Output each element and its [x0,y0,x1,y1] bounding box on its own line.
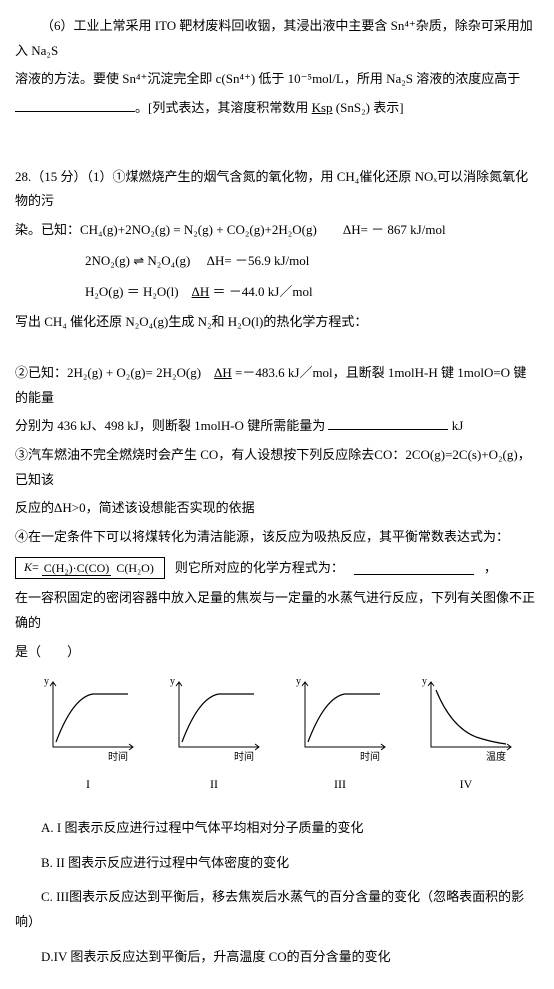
k-bot: C(H₂O) [114,561,156,575]
svg-text:y: y [170,676,175,687]
q28-p2d: 分别为 436 kJ、498 kJ，则断裂 1molH-O 键所需能量为 [15,418,325,433]
k-top: C(H₂)·C(CO) [42,561,112,576]
chart-1-label: I [38,773,138,796]
k-expression: K= C(H₂)·C(CO) C(H₂O) [15,557,165,578]
opt-d: D.IV 图表示反应达到平衡后，升高温度 CO的百分含量的变化 [15,945,539,970]
q28-line2: 染。已知：CH₄(g)+2NO₂(g) = N₂(g) + CO₂(g)+2H₂… [15,218,539,243]
chart-4-label: IV [416,773,516,796]
q28-p2-blank [328,416,448,430]
q28-eq3b: ΔH [192,284,210,299]
q6-tail1: 。[列式表达，其溶度积常数用 [135,100,312,115]
q28-eq3a: H₂O(g) ＝ H₂O(l) [85,284,192,299]
q6-line1: （6）工业上常采用 ITO 靶材废料回收铟，其浸出液中主要含 Sn⁴⁺杂质，除杂… [15,14,539,63]
svg-text:温度: 温度 [486,750,506,762]
q6-tail2: (SnS₂) 表示] [333,100,404,115]
q6-line3: 。[列式表达，其溶度积常数用 Ksp (SnS₂) 表示] [15,96,539,121]
chart-4: y 温度 IV [416,672,516,795]
svg-text:y: y [296,676,301,687]
opt-a: A. I 图表示反应进行过程中气体平均相对分子质量的变化 [15,816,539,841]
chart-3: y 时间 III [290,672,390,795]
opt-b: B. II 图表示反应进行过程中气体密度的变化 [15,851,539,876]
chart-2-label: II [164,773,264,796]
q28-eq3: H₂O(g) ＝ H₂O(l) ΔH ＝ －44.0 kJ／mol [85,280,539,305]
opt-c: C. III图表示反应达到平衡后，移去焦炭后水蒸气的百分含量的变化（忽略表面积的… [15,885,539,934]
options: A. I 图表示反应进行过程中气体平均相对分子质量的变化 B. II 图表示反应… [15,816,539,969]
q28-p4-blank [354,561,474,575]
charts-row: y 时间 I y 时间 II y 时间 III [15,672,539,795]
q6-blank [15,98,135,112]
svg-text:时间: 时间 [108,750,128,762]
q28-p4b: 则它所对应的化学方程式为： [175,556,344,581]
q28-kexpr-row: K= C(H₂)·C(CO) C(H₂O) 则它所对应的化学方程式为： ， [15,556,539,581]
q28-p2e: kJ [452,418,464,433]
q28-eq2: 2NO₂(g) ⇌ N₂O₄(g) ΔH= －56.9 kJ/mol [85,249,539,274]
q28-p2d-row: 分别为 436 kJ、498 kJ，则断裂 1molH-O 键所需能量为 kJ [15,414,539,439]
chart-2: y 时间 II [164,672,264,795]
q6-ksp: Ksp [312,100,333,115]
q28-eq3c: ＝ －44.0 kJ／mol [209,284,312,299]
q28-p2b: ΔH [214,365,232,380]
q28-p3b: 反应的ΔH>0，简述该设想能否实现的依据 [15,496,539,521]
q28-p3a: ③汽车燃油不完全燃烧时会产生 CO，有人设想按下列反应除去CO：2CO(g)=2… [15,443,539,492]
q28-head: 28.（15 分）（1）①煤燃烧产生的烟气含氮的氧化物，用 CH₄催化还原 NO… [15,165,539,214]
q28-p5b: 是（ ） [15,640,539,665]
q28-p2a: ②已知：2H₂(g) + O₂(g)= 2H₂O(g) [15,365,214,380]
q28-p2: ②已知：2H₂(g) + O₂(g)= 2H₂O(g) ΔH =－483.6 k… [15,361,539,410]
svg-text:y: y [44,676,49,687]
chart-3-label: III [290,773,390,796]
q28-line3: 写出 CH₄ 催化还原 N₂O₄(g)生成 N₂和 H₂O(l)的热化学方程式： [15,310,539,335]
q28-p4: ④在一定条件下可以将煤转化为清洁能源，该反应为吸热反应，其平衡常数表达式为： [15,525,539,550]
chart-1: y 时间 I [38,672,138,795]
svg-text:时间: 时间 [234,750,254,762]
svg-text:y: y [422,676,427,687]
q6-line2: 溶液的方法。要使 Sn⁴⁺沉淀完全即 c(Sn⁴⁺) 低于 10⁻⁵mol/L，… [15,67,539,92]
svg-text:时间: 时间 [360,750,380,762]
q28-p5a: 在一容积固定的密闭容器中放入足量的焦炭与一定量的水蒸气进行反应，下列有关图像不正… [15,586,539,635]
